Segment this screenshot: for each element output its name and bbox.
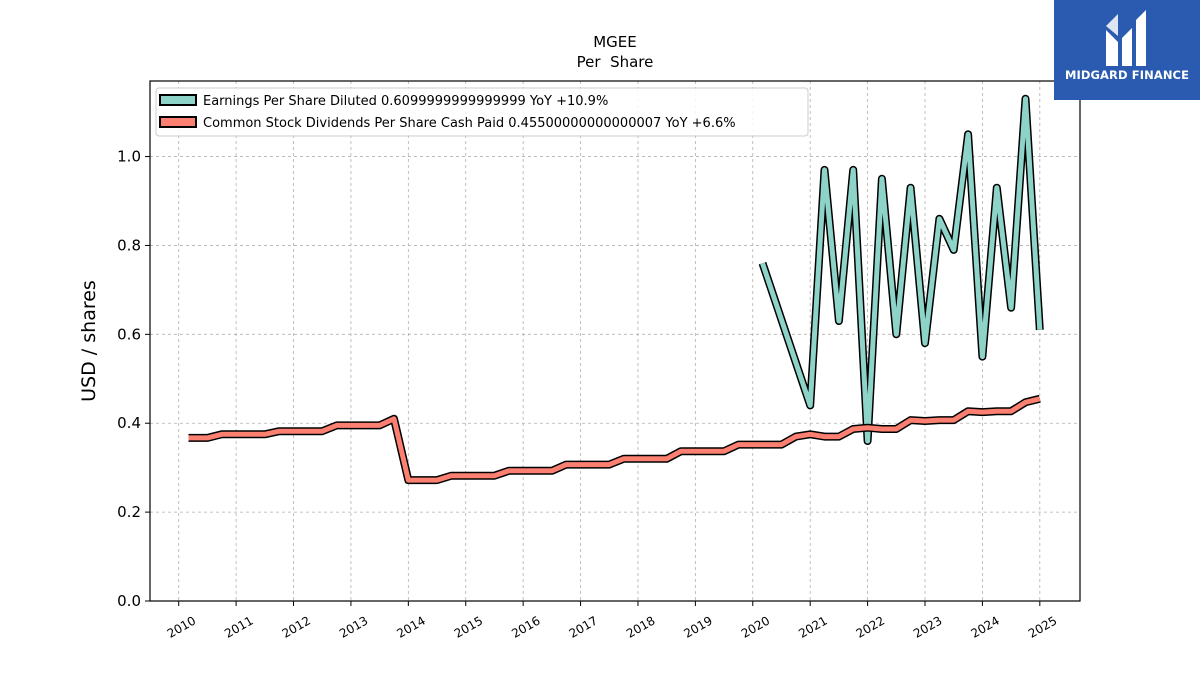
x-tick-label: 2022 [854, 613, 887, 640]
legend-box [155, 87, 809, 137]
chart-subtitle: Per Share [577, 53, 654, 71]
x-tick-label: 2015 [452, 613, 485, 640]
y-tick-label: 0.8 [117, 236, 141, 254]
x-tick-label: 2024 [968, 613, 1001, 640]
y-tick-label: 1.0 [117, 148, 141, 166]
legend-swatch-2 [159, 116, 197, 128]
axes: 0.0 0.2 0.4 0.6 0.8 1.0 2010 2011 2012 2013 2014 20… [117, 148, 1059, 641]
x-tick-label: 2011 [222, 613, 255, 640]
x-tick-label: 2021 [796, 613, 829, 640]
brand-name: MIDGARD FINANCE [1064, 68, 1190, 82]
y-tick-label: 0.0 [117, 592, 141, 610]
plot-area-frame [149, 80, 1081, 602]
legend: Earnings Per Share Diluted 0.60999999999… [155, 87, 809, 137]
x-tick-label: 2016 [509, 613, 542, 640]
midgard-logo-icon [1106, 10, 1146, 66]
y-tick-label: 0.6 [117, 325, 141, 343]
x-tick-label: 2010 [165, 613, 198, 640]
series-1-line [760, 96, 1043, 444]
x-tick-label: 2020 [739, 613, 772, 640]
x-tick-label: 2014 [394, 613, 427, 640]
series-2-line [188, 396, 1041, 483]
x-tick-label: 2013 [337, 613, 370, 640]
x-tick-label: 2025 [1026, 613, 1059, 640]
x-tick-label: 2023 [911, 613, 944, 640]
x-tick-label: 2017 [567, 613, 600, 640]
series-2-outline [188, 394, 1041, 485]
legend-swatch-1 [159, 94, 197, 106]
chart-title: MGEE [593, 33, 637, 51]
y-tick-label: 0.4 [117, 414, 141, 432]
x-tick-label: 2019 [681, 613, 714, 640]
x-tick-label: 2012 [280, 613, 313, 640]
series-layer [188, 94, 1044, 485]
y-axis-label: USD / shares [78, 280, 100, 402]
legend-label-1: Earnings Per Share Diluted 0.60999999999… [203, 94, 608, 109]
x-tick-label: 2018 [624, 613, 657, 640]
legend-label-2: Common Stock Dividends Per Share Cash Pa… [203, 116, 736, 131]
y-tick-label: 0.2 [117, 503, 141, 521]
grid-lines [150, 81, 1080, 602]
